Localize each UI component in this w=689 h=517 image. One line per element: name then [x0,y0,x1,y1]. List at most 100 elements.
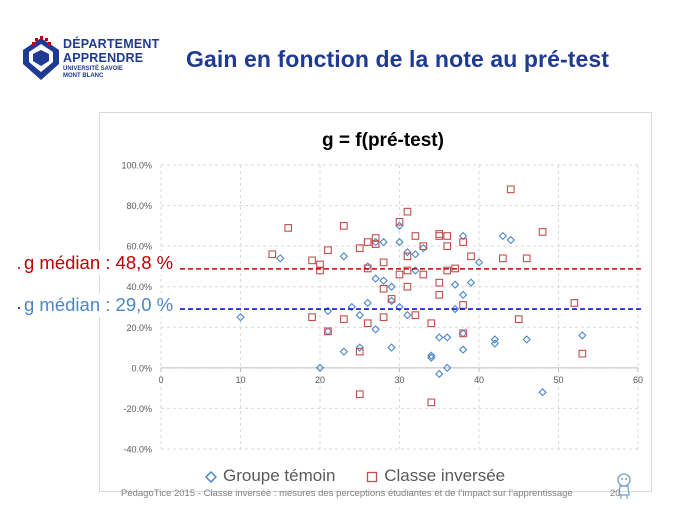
diamond-marker-icon [205,470,217,483]
point-groupe-temoin [506,235,515,245]
point-classe-inversee [506,185,515,194]
point-classe-inversee [411,232,420,240]
footer-text: PédagoTice 2015 - Classe inversée : mesu… [121,488,573,499]
point-groupe-temoin [371,274,380,283]
x-tick-label: 40 [474,375,484,385]
logo-line-3: UNIVERSITÉ SAVOIE [63,66,123,72]
point-classe-inversee [355,347,364,356]
point-groupe-temoin [236,312,245,322]
point-classe-inversee [355,390,364,399]
point-classe-inversee [435,278,444,287]
point-groupe-temoin [474,258,484,267]
point-classe-inversee [395,270,404,279]
point-groupe-temoin [458,329,468,338]
legend-item-classe-inversee: Classe inversée [366,466,505,486]
point-classe-inversee [443,242,452,250]
y-tick-label: -20.0% [123,404,152,414]
point-classe-inversee [459,238,467,246]
point-groupe-temoin [315,363,325,373]
point-groupe-temoin [355,310,364,320]
x-tick-label: 60 [633,375,643,385]
slide-title: Gain en fonction de la note au pré-test [186,46,610,72]
point-classe-inversee [395,217,404,226]
point-classe-inversee [459,329,467,338]
point-groupe-temoin [323,306,333,316]
point-groupe-temoin [466,278,476,287]
point-groupe-temoin [522,335,531,344]
point-groupe-temoin [450,280,460,289]
point-groupe-temoin [458,290,468,300]
legend-label-classe-inversee: Classe inversée [384,466,506,485]
point-groupe-temoin [371,325,380,334]
chart-title: g = f(pré-test) [322,130,444,151]
median-label-groupe-temoin: g médian : 29,0 % [20,293,178,317]
point-classe-inversee [435,290,444,299]
point-groupe-temoin [411,250,420,259]
y-tick-label: 80.0% [126,201,152,211]
point-classe-inversee [363,238,372,246]
point-groupe-temoin [443,363,452,373]
point-classe-inversee [340,315,348,324]
point-groupe-temoin [443,333,452,342]
point-groupe-temoin [458,231,468,241]
point-groupe-temoin [458,345,468,354]
square-marker-icon [367,471,378,482]
point-groupe-temoin [395,237,404,247]
logo-wordmark: DÉPARTEMENT APPRENDRE UNIVERSITÉ SAVOIE … [63,38,159,79]
point-groupe-temoin [403,310,412,320]
median-label-classe-inversee: g médian : 48,8 % [20,251,178,275]
point-classe-inversee [387,295,396,303]
point-classe-inversee [340,222,348,230]
point-groupe-temoin [538,388,547,397]
point-groupe-temoin [339,347,349,356]
point-classe-inversee [578,349,587,358]
x-tick-label: 30 [394,375,404,385]
point-groupe-temoin [435,333,444,342]
logo-emblem-icon [23,36,59,80]
point-classe-inversee [467,252,475,261]
scatter-chart: g = f(pré-test) -40.0% -20.0% 0.0% 20.0% 40.… [100,130,643,455]
point-classe-inversee [522,254,531,263]
point-groupe-temoin [427,351,436,360]
point-classe-inversee [451,264,460,273]
x-tick-label: 50 [553,375,563,385]
point-groupe-temoin [490,339,500,348]
point-groupe-temoin [379,237,388,247]
point-classe-inversee [459,301,467,309]
point-classe-inversee [324,246,332,255]
point-classe-inversee [363,319,372,328]
point-classe-inversee [308,313,316,321]
chart-frame: g = f(pré-test) -40.0% -20.0% 0.0% 20.0% 40.… [99,112,652,492]
point-groupe-temoin [395,302,404,312]
point-groupe-temoin [419,243,428,253]
point-classe-inversee [435,230,444,238]
logo-line-4: MONT BLANC [63,73,104,79]
point-groupe-temoin [355,343,364,352]
point-classe-inversee [379,313,388,321]
y-tick-label: 40.0% [126,282,152,292]
point-groupe-temoin [371,237,380,247]
point-classe-inversee [371,240,380,248]
point-classe-inversee [379,258,388,267]
logo-line-2: APPRENDRE [63,50,144,65]
point-classe-inversee [284,224,293,232]
point-groupe-temoin [387,282,396,291]
y-tick-label: 0.0% [131,363,152,373]
legend-label-groupe-temoin: Groupe témoin [223,466,336,485]
point-groupe-temoin [363,298,372,308]
point-groupe-temoin [490,335,500,344]
chart-legend: Groupe témoin Classe inversée [205,466,531,486]
y-tick-label: 20.0% [126,323,152,333]
point-classe-inversee [308,256,316,265]
y-tick-label: 100.0% [121,161,152,171]
point-classe-inversee [324,327,332,336]
point-classe-inversee [498,254,507,263]
point-classe-inversee [403,252,412,261]
point-classe-inversee [538,228,547,236]
point-classe-inversee [316,266,324,275]
point-groupe-temoin [347,302,356,312]
point-classe-inversee [427,319,436,328]
point-classe-inversee [419,242,428,250]
point-classe-inversee [355,244,364,253]
x-tick-label: 20 [315,375,325,385]
